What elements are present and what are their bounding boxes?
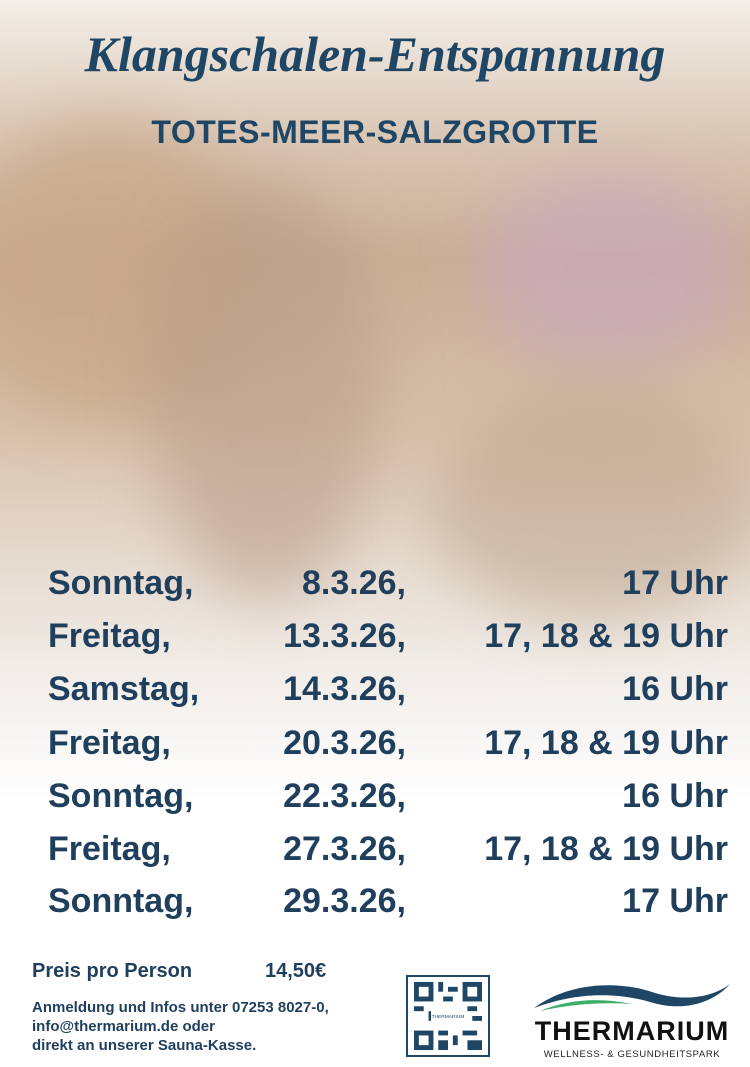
thermarium-logo: THERMARIUM WELLNESS- & GESUNDHEITSPARK xyxy=(532,978,732,1063)
schedule-row: Freitag, 20.3.26, 17, 18 & 19 Uhr xyxy=(48,718,728,768)
photo-rainbow-light xyxy=(480,170,740,370)
photo-singing-bowl xyxy=(430,390,750,620)
qr-center-label: THERMARIUM xyxy=(432,1014,465,1020)
schedule-time: 17, 18 & 19 Uhr xyxy=(484,830,728,868)
schedule-day: Freitag, xyxy=(48,617,171,655)
schedule-time: 17, 18 & 19 Uhr xyxy=(484,724,728,762)
schedule-day: Sonntag, xyxy=(48,564,194,602)
schedule-day: Freitag, xyxy=(48,724,171,762)
photo-person xyxy=(150,180,380,600)
schedule-time: 17, 18 & 19 Uhr xyxy=(484,617,728,655)
schedule-day: Sonntag, xyxy=(48,777,194,815)
info-line-email[interactable]: info@thermarium.de oder xyxy=(32,1018,215,1035)
price-label: Preis pro Person xyxy=(32,960,193,982)
schedule-day: Sonntag, xyxy=(48,882,194,920)
schedule-date: 8.3.26, xyxy=(302,564,406,602)
schedule-day: Freitag, xyxy=(48,830,171,868)
schedule-row: Freitag, 13.3.26, 17, 18 & 19 Uhr xyxy=(48,611,728,661)
price-value: 14,50€ xyxy=(265,960,327,982)
schedule-time: 17 Uhr xyxy=(622,882,728,920)
schedule-date: 14.3.26, xyxy=(283,670,406,708)
schedule-date: 27.3.26, xyxy=(283,830,406,868)
info-line-phone: Anmeldung und Infos unter 07253 8027-0, xyxy=(32,999,329,1016)
schedule-row: Sonntag, 29.3.26, 17 Uhr xyxy=(48,876,728,926)
schedule-date: 29.3.26, xyxy=(283,882,406,920)
logo-name: THERMARIUM xyxy=(534,1016,730,1046)
poster-title: Klangschalen-Entspannung xyxy=(84,26,666,82)
qr-code[interactable]: THERMARIUM xyxy=(406,975,490,1057)
schedule-row: Freitag, 27.3.26, 17, 18 & 19 Uhr xyxy=(48,824,728,874)
schedule-time: 17 Uhr xyxy=(622,564,728,602)
schedule-row: Sonntag, 8.3.26, 17 Uhr xyxy=(48,558,728,608)
info-line-desk: direkt an unserer Sauna-Kasse. xyxy=(32,1037,257,1054)
wave-icon xyxy=(534,984,730,1011)
schedule-time: 16 Uhr xyxy=(622,777,728,815)
schedule-date: 22.3.26, xyxy=(283,777,406,815)
schedule-row: Sonntag, 22.3.26, 16 Uhr xyxy=(48,771,728,821)
schedule-date: 13.3.26, xyxy=(283,617,406,655)
schedule-time: 16 Uhr xyxy=(622,670,728,708)
schedule-date: 20.3.26, xyxy=(283,724,406,762)
logo-tagline: WELLNESS- & GESUNDHEITSPARK xyxy=(543,1049,721,1060)
poster-subtitle: TOTES-MEER-SALZGROTTE xyxy=(151,114,599,150)
schedule-day: Samstag, xyxy=(48,670,200,708)
qr-code-icon: THERMARIUM xyxy=(414,982,482,1050)
schedule-row: Samstag, 14.3.26, 16 Uhr xyxy=(48,664,728,714)
